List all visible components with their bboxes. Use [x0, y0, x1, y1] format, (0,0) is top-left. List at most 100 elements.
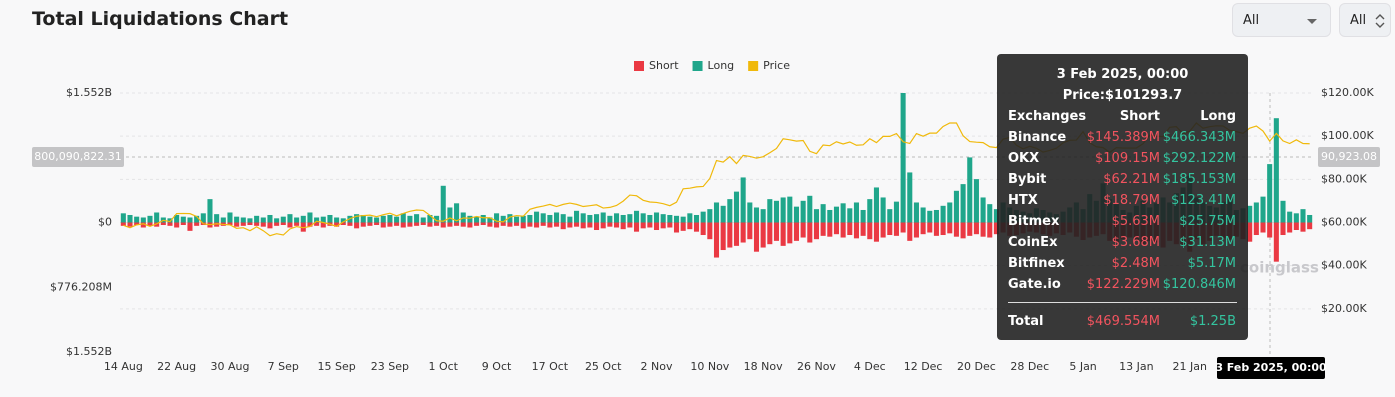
- y-tick-label: $776.208M: [50, 280, 112, 293]
- bar: [853, 222, 859, 239]
- tooltip-value: $5.17M: [1187, 256, 1236, 271]
- bar: [520, 215, 526, 223]
- bar: [280, 222, 286, 226]
- bar: [740, 222, 746, 243]
- bar: [127, 222, 133, 227]
- bar: [720, 205, 726, 223]
- bar: [967, 157, 973, 223]
- bar: [474, 216, 480, 223]
- bar: [554, 222, 560, 227]
- bar: [340, 222, 346, 226]
- x-tick-label: 17 Oct: [532, 360, 569, 373]
- tooltip-exchange: OKX: [1008, 151, 1040, 166]
- bar: [267, 214, 273, 223]
- bar: [454, 222, 460, 226]
- bar: [360, 214, 366, 223]
- bar: [440, 222, 446, 228]
- bar: [613, 213, 620, 223]
- tooltip-header: Short: [1119, 109, 1160, 124]
- bar: [1253, 202, 1259, 223]
- bar: [147, 222, 153, 226]
- bar: [374, 222, 380, 226]
- bar: [467, 222, 473, 228]
- bar: [400, 213, 406, 223]
- bar: [394, 216, 400, 223]
- y-tick-label: $1.552B: [66, 86, 112, 99]
- y-tick-label: $1.552B: [66, 345, 112, 358]
- bar: [180, 216, 186, 223]
- bar: [960, 222, 966, 239]
- bar: [367, 216, 373, 223]
- bar: [134, 216, 140, 223]
- bar: [600, 212, 606, 223]
- crosshair-label-box: [1318, 147, 1380, 167]
- bar: [327, 222, 333, 226]
- bar: [200, 222, 206, 226]
- bar: [967, 222, 973, 236]
- bar: [594, 222, 600, 231]
- bar: [847, 208, 853, 223]
- crosshair-y-label: 800,090,822.31: [34, 150, 121, 163]
- bar: [773, 222, 780, 241]
- bar: [167, 222, 173, 226]
- bar: [660, 222, 666, 229]
- x-tick-label: 25 Oct: [585, 360, 622, 373]
- x-tick-label: 22 Aug: [157, 360, 196, 373]
- bar: [707, 222, 713, 240]
- bar: [120, 213, 126, 223]
- bar: [940, 222, 946, 236]
- bar: [520, 222, 526, 229]
- bar: [480, 214, 486, 223]
- y2-tick-label: $100.00K: [1321, 129, 1374, 142]
- range-dropdown[interactable]: All: [1232, 3, 1331, 37]
- crosshair-y2-label: 90,923.08: [1321, 150, 1377, 163]
- bar: [294, 217, 300, 223]
- bar: [693, 214, 700, 223]
- bar: [767, 199, 773, 223]
- legend-swatch: [692, 61, 703, 71]
- bar: [534, 222, 540, 228]
- page-title: Total Liquidations Chart: [32, 8, 289, 30]
- bar: [687, 213, 693, 223]
- bar: [1293, 213, 1299, 223]
- bar: [653, 212, 660, 223]
- bar: [154, 222, 160, 227]
- bar: [793, 206, 800, 223]
- bar: [1300, 222, 1306, 232]
- bar: [494, 213, 500, 223]
- bar: [587, 214, 593, 223]
- bar: [827, 222, 833, 237]
- bar: [140, 222, 146, 228]
- bar: [320, 222, 326, 228]
- bar: [893, 222, 899, 236]
- coin-dropdown[interactable]: All: [1339, 3, 1391, 37]
- bar: [947, 222, 953, 234]
- bar: [793, 222, 800, 241]
- bar: [933, 222, 939, 236]
- bar: [220, 222, 226, 226]
- bar: [1307, 214, 1313, 223]
- bar: [1273, 222, 1279, 262]
- bar: [1287, 222, 1293, 233]
- bar: [867, 199, 873, 223]
- tooltip-total: Total: [1008, 314, 1044, 329]
- bar: [640, 222, 646, 229]
- bar: [980, 222, 986, 237]
- bar: [227, 222, 233, 226]
- bar: [427, 214, 433, 223]
- tooltip-price: Price:$101293.7: [1062, 88, 1183, 103]
- bar: [580, 213, 586, 223]
- bar: [927, 222, 933, 233]
- bar: [867, 222, 873, 240]
- bar: [500, 215, 506, 223]
- bar: [214, 214, 220, 223]
- bar: [574, 222, 580, 227]
- bar: [907, 172, 913, 223]
- x-tick-label: 13 Jan: [1119, 360, 1153, 373]
- bar: [747, 202, 753, 223]
- tooltip-value: $145.389M: [1086, 130, 1160, 145]
- legend-label: Price: [763, 59, 790, 72]
- bar: [713, 222, 720, 258]
- bar: [780, 197, 786, 223]
- watermark: coinglass: [1240, 259, 1319, 277]
